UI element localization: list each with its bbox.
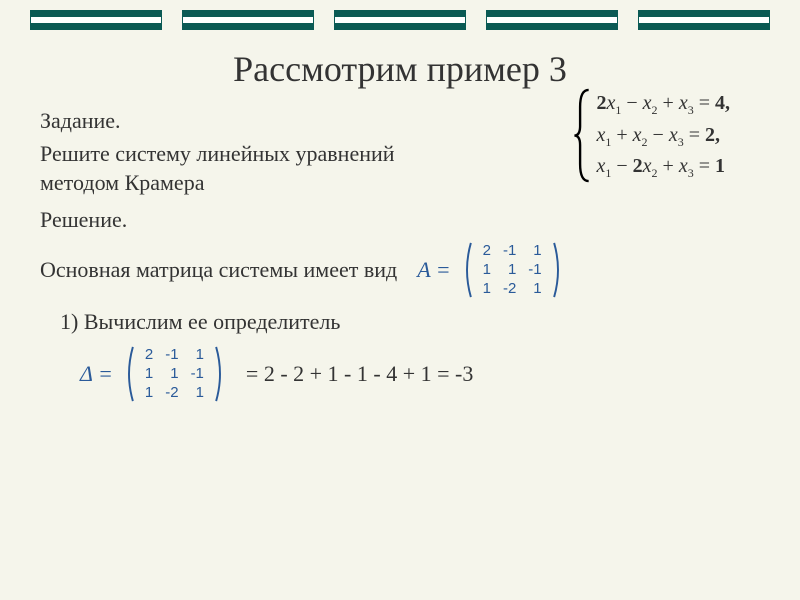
- matrix-body: 2-11 11-1 1-21: [473, 242, 552, 298]
- border-segment: [638, 10, 770, 30]
- paren-right-icon: [552, 241, 564, 299]
- border-segment: [30, 10, 162, 30]
- step-1: 1) Вычислим ее определитель: [60, 309, 760, 335]
- paren-left-icon: [123, 345, 135, 403]
- task-row: Задание. Решите систему линейных уравнен…: [40, 108, 760, 197]
- determinant-row: Δ = 2-11 11-1 1-21 = 2 - 2 + 1 - 1 - 4 +…: [80, 345, 760, 403]
- brace-icon: [572, 88, 592, 183]
- equation-3: x1 − 2x2 + x3 = 1: [596, 151, 730, 183]
- task-text: Решите систему линейных уравнений методо…: [40, 140, 440, 197]
- paren-left-icon: [461, 241, 473, 299]
- matrix-label-delta: Δ =: [80, 361, 113, 387]
- task-block: Задание. Решите систему линейных уравнен…: [40, 108, 440, 197]
- main-matrix-row: Основная матрица системы имеет вид A = 2…: [40, 241, 760, 299]
- border-segment: [334, 10, 466, 30]
- matrix-body: 2-11 11-1 1-21: [135, 346, 214, 402]
- task-label: Задание.: [40, 108, 440, 134]
- solution-label: Решение.: [40, 207, 760, 233]
- matrix-a: 2-11 11-1 1-21: [461, 241, 564, 299]
- determinant-calc: = 2 - 2 + 1 - 1 - 4 + 1 = -3: [246, 361, 473, 387]
- content-area: Задание. Решите систему линейных уравнен…: [0, 108, 800, 403]
- equation-2: x1 + x2 − x3 = 2,: [596, 120, 730, 152]
- top-decorative-border: [0, 0, 800, 30]
- matrix-delta: 2-11 11-1 1-21: [123, 345, 226, 403]
- page-title: Рассмотрим пример 3: [0, 48, 800, 90]
- equation-system: 2x1 − x2 + x3 = 4, x1 + x2 − x3 = 2, x1 …: [572, 88, 730, 183]
- paren-right-icon: [214, 345, 226, 403]
- system-equations: 2x1 − x2 + x3 = 4, x1 + x2 − x3 = 2, x1 …: [592, 88, 730, 183]
- equation-1: 2x1 − x2 + x3 = 4,: [596, 88, 730, 120]
- main-matrix-text: Основная матрица системы имеет вид: [40, 257, 397, 283]
- border-segment: [182, 10, 314, 30]
- border-segment: [486, 10, 618, 30]
- matrix-label-a: A =: [417, 257, 450, 283]
